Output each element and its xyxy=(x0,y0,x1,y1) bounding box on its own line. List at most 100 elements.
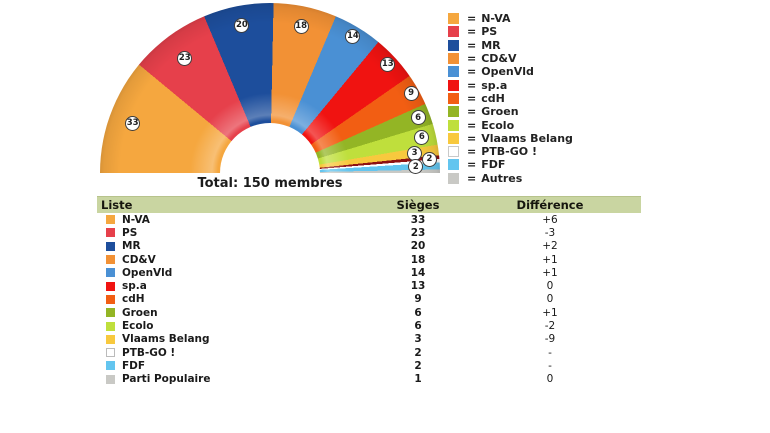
seats-value: 6 xyxy=(414,320,422,333)
legend-item: = Groen xyxy=(448,105,573,118)
party-name-label: PTB-GO ! xyxy=(122,346,176,359)
legend: = N-VA = PS = MR = CD&V = OpenVld = sp.a = cdH = Groen =… xyxy=(448,12,573,185)
difference-value: -2 xyxy=(544,320,556,333)
party-color-chip xyxy=(106,361,115,371)
legend-equals-sign: = xyxy=(467,118,477,132)
seat-badge: 6 xyxy=(414,129,430,145)
legend-item-label: Vlaams Belang xyxy=(481,131,573,145)
legend-item: = sp.a xyxy=(448,78,573,92)
legend-item: = PTB-GO ! xyxy=(448,145,573,158)
legend-color-swatch xyxy=(448,159,459,171)
legend-item: = FDF xyxy=(448,158,573,171)
difference-value: - xyxy=(548,359,552,372)
party-color-chip xyxy=(106,255,115,265)
legend-item-label: MR xyxy=(481,38,501,52)
legend-color-swatch xyxy=(448,13,459,25)
legend-equals-sign: = xyxy=(467,158,477,172)
table-row: Groen 6 +1 xyxy=(97,306,641,319)
party-name-label: OpenVld xyxy=(122,266,173,279)
table-row: MR 20 +2 xyxy=(97,240,641,253)
seats-value: 2 xyxy=(414,346,422,359)
total-members-label: Total: 150 membres xyxy=(197,176,343,191)
legend-item-label: Ecolo xyxy=(481,118,515,132)
legend-equals-sign: = xyxy=(467,25,477,39)
results-table: Liste Sièges Différence N-VA 33 +6 PS 23 -3 MR… xyxy=(97,196,641,386)
legend-item: = PS xyxy=(448,25,573,38)
difference-value: +1 xyxy=(542,266,558,279)
seats-value: 14 xyxy=(410,266,426,279)
party-color-chip xyxy=(106,294,115,304)
legend-color-swatch xyxy=(448,66,459,78)
table-row: Ecolo 6 -2 xyxy=(97,319,641,332)
legend-item-label: FDF xyxy=(481,158,506,172)
legend-equals-sign: = xyxy=(467,171,477,185)
party-name-label: Groen xyxy=(122,306,158,319)
party-name-label: Ecolo xyxy=(122,320,154,333)
party-name-label: N-VA xyxy=(122,213,150,226)
legend-item: = CD&V xyxy=(448,52,573,65)
column-header-difference: Différence xyxy=(516,198,584,212)
legend-item-label: OpenVld xyxy=(481,65,534,79)
table-row: sp.a 13 0 xyxy=(97,279,641,292)
table-row: CD&V 18 +1 xyxy=(97,253,641,266)
party-color-chip xyxy=(106,374,115,384)
column-header-liste: Liste xyxy=(101,198,133,212)
legend-item: = Ecolo xyxy=(448,118,573,132)
seats-value: 1 xyxy=(414,373,422,386)
party-name-label: PS xyxy=(122,226,138,239)
seats-value: 6 xyxy=(414,306,422,319)
legend-equals-sign: = xyxy=(467,131,477,145)
legend-color-swatch xyxy=(448,26,459,38)
legend-item: = cdH xyxy=(448,92,573,105)
legend-item: = MR xyxy=(448,39,573,52)
legend-color-swatch xyxy=(448,106,459,118)
party-name-label: CD&V xyxy=(122,253,156,266)
legend-color-swatch xyxy=(448,39,459,51)
difference-value: 0 xyxy=(546,280,554,293)
legend-item: = N-VA xyxy=(448,12,573,25)
difference-value: 0 xyxy=(546,293,554,306)
legend-item: = OpenVld xyxy=(448,65,573,78)
party-color-chip xyxy=(106,215,115,225)
difference-value: - xyxy=(548,346,552,359)
legend-equals-sign: = xyxy=(467,65,477,79)
party-color-chip xyxy=(106,228,115,238)
legend-color-swatch xyxy=(448,92,459,104)
legend-item-label: Autres xyxy=(481,171,523,185)
legend-item-label: N-VA xyxy=(481,12,511,26)
legend-color-swatch xyxy=(448,172,459,184)
legend-item-label: PS xyxy=(481,25,498,39)
legend-item-label: PTB-GO ! xyxy=(481,145,537,159)
legend-item-label: Groen xyxy=(481,105,519,119)
party-color-chip xyxy=(106,281,115,291)
seats-value: 20 xyxy=(410,240,426,253)
legend-color-swatch xyxy=(448,146,459,158)
legend-color-swatch xyxy=(448,119,459,131)
seats-value: 18 xyxy=(410,253,426,266)
party-name-label: cdH xyxy=(122,293,145,306)
seats-value: 9 xyxy=(414,293,422,306)
seat-badge: 33 xyxy=(125,116,141,132)
seats-value: 3 xyxy=(414,333,422,346)
difference-value: +1 xyxy=(542,306,558,319)
seats-value: 13 xyxy=(410,280,426,293)
table-row: Vlaams Belang 3 -9 xyxy=(97,333,641,346)
party-color-chip xyxy=(106,321,115,331)
difference-value: +1 xyxy=(542,253,558,266)
legend-color-swatch xyxy=(448,132,459,144)
legend-equals-sign: = xyxy=(467,78,477,92)
difference-value: 0 xyxy=(546,373,554,386)
party-name-label: sp.a xyxy=(122,280,147,293)
seats-value: 33 xyxy=(410,213,426,226)
legend-equals-sign: = xyxy=(467,91,477,105)
difference-value: -9 xyxy=(544,333,556,346)
table-row: PTB-GO ! 2 - xyxy=(97,346,641,359)
seat-badge: 3 xyxy=(407,145,423,161)
party-name-label: Parti Populaire xyxy=(122,373,211,386)
legend-color-swatch xyxy=(448,53,459,65)
legend-item-label: CD&V xyxy=(481,52,517,66)
legend-item-label: sp.a xyxy=(481,78,508,92)
table-row: PS 23 -3 xyxy=(97,226,641,239)
legend-item-label: cdH xyxy=(481,91,505,105)
